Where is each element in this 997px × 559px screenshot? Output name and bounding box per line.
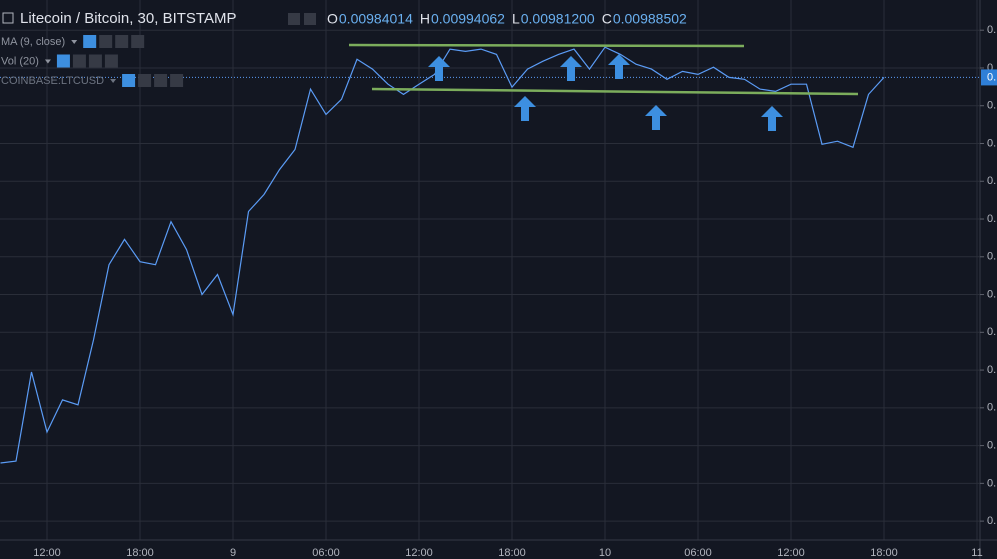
indicator-label: MA (9, close)	[1, 36, 65, 48]
arrow	[428, 56, 450, 81]
icon[interactable]	[288, 13, 300, 25]
dropdown	[71, 40, 78, 44]
last-price-tag	[981, 69, 997, 86]
y-tick-label: 0.	[987, 364, 996, 376]
arrow	[761, 106, 783, 131]
ohlc-key: C	[602, 11, 612, 27]
y-tick-label: 0.	[987, 213, 996, 225]
indicators: MA (9, close) Vol (20) COINBASE:LTCUSD	[1, 35, 184, 87]
arrows	[428, 54, 783, 131]
x-tick-label: 12:00	[405, 547, 433, 559]
x-tick-label: 10	[599, 547, 611, 559]
arrow	[608, 54, 630, 79]
y-tick-label: 0.	[987, 251, 996, 263]
x-tick-label: 06:00	[684, 547, 712, 559]
indicator-button[interactable]	[138, 74, 152, 87]
indicator-button[interactable]	[170, 74, 184, 87]
indicator-button[interactable]	[88, 54, 102, 68]
ohlc-key: H	[420, 11, 430, 27]
x-tick-label: 12:00	[33, 547, 61, 559]
grid	[0, 0, 980, 540]
y-tick-label: 0.	[987, 24, 996, 36]
indicator-button[interactable]	[154, 74, 168, 87]
x-tick-label: 06:00	[312, 547, 340, 559]
indicator-button[interactable]	[104, 54, 118, 68]
y-tick-label: 0.	[987, 62, 996, 74]
indicator-label: COINBASE:LTCUSD	[1, 75, 104, 87]
x-tick-label: 9	[230, 547, 236, 559]
y-tick-label: 0.	[987, 288, 996, 300]
ohlc-value: 0.00994062	[431, 11, 505, 27]
x-tick-label: 12:00	[777, 547, 805, 559]
indicator-button[interactable]	[115, 35, 129, 48]
icon[interactable]	[304, 13, 316, 25]
dropdown	[44, 59, 51, 64]
y-tick-label: 0.	[987, 175, 996, 187]
x-tick-label: 18:00	[126, 547, 154, 559]
x-tick-label: 11	[971, 547, 982, 559]
y-tick-label: 0.	[987, 402, 996, 414]
trendline	[348, 43, 745, 48]
y-tick-label: 0.	[987, 326, 996, 338]
x-tick-label: 18:00	[870, 547, 898, 559]
y-tick-label: 0.	[987, 515, 996, 527]
dropdown	[110, 79, 117, 83]
indicator-button[interactable]	[122, 74, 136, 87]
ohlc-value: 0.00981200	[521, 11, 595, 27]
last-price-label: 0.	[987, 71, 996, 83]
indicator-button[interactable]	[131, 35, 145, 48]
y-tick-label: 0.	[987, 137, 996, 149]
arrow	[645, 105, 667, 130]
x-tick-label: 18:00	[498, 547, 526, 559]
ohlc-key: L	[512, 11, 520, 27]
y-tick-label: 0.	[987, 440, 996, 452]
ohlc-value: 0.00988502	[613, 11, 687, 27]
indicator-button[interactable]	[83, 35, 97, 48]
indicator-button[interactable]	[56, 54, 70, 68]
indicator-button[interactable]	[72, 54, 86, 68]
indicator-label: Vol (20)	[1, 55, 39, 67]
indicator-button[interactable]	[99, 35, 113, 48]
y-tick-label: 0.	[987, 100, 996, 112]
arrow	[514, 96, 536, 121]
ohlc-value: 0.00984014	[339, 11, 413, 27]
ohlc: O 0.00984014 H 0.00994062 L 0.00981200 C 0.0098…	[327, 11, 687, 27]
arrow	[560, 56, 582, 81]
y-tick-label: 0.	[987, 477, 996, 489]
ohlc-key: O	[327, 11, 338, 27]
trendline	[371, 87, 859, 96]
symbol-title: Litecoin / Bitcoin, 30, BITSTAMP	[20, 10, 236, 27]
collapse-icon[interactable]	[2, 12, 14, 24]
